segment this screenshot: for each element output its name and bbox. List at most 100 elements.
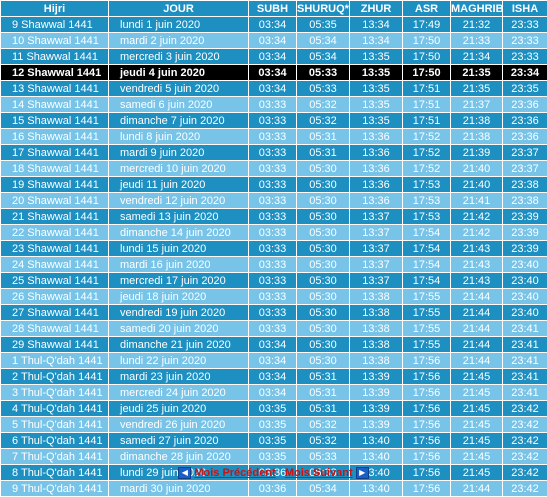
maghrib-time-cell: 21:38 (451, 129, 503, 145)
hijri-date-cell: 16 Shawwal 1441 (1, 129, 109, 145)
subh-time-cell: 03:33 (249, 321, 297, 337)
subh-time-cell: 03:33 (249, 97, 297, 113)
asr-time-cell: 17:51 (403, 81, 451, 97)
header-row: Hijri JOUR SUBH SHURUQ* ZHUR ASR MAGHRIB… (1, 1, 547, 17)
zhur-time-cell: 13:38 (350, 321, 403, 337)
header-hijri: Hijri (1, 1, 109, 17)
asr-time-cell: 17:56 (403, 449, 451, 465)
zhur-time-cell: 13:38 (350, 337, 403, 353)
shuruq-time-cell: 05:30 (297, 305, 350, 321)
header-asr: ASR (403, 1, 451, 17)
zhur-time-cell: 13:35 (350, 113, 403, 129)
hijri-date-cell: 14 Shawwal 1441 (1, 97, 109, 113)
maghrib-time-cell: 21:38 (451, 113, 503, 129)
subh-time-cell: 03:34 (249, 337, 297, 353)
hijri-date-cell: 19 Shawwal 1441 (1, 177, 109, 193)
shuruq-time-cell: 05:31 (297, 145, 350, 161)
gregorian-date-cell: mercredi 3 juin 2020 (109, 49, 249, 65)
asr-time-cell: 17:56 (403, 481, 451, 497)
subh-time-cell: 03:33 (249, 273, 297, 289)
zhur-time-cell: 13:35 (350, 65, 403, 81)
isha-time-cell: 23:41 (503, 337, 547, 353)
asr-time-cell: 17:50 (403, 33, 451, 49)
subh-time-cell: 03:34 (249, 33, 297, 49)
subh-time-cell: 03:34 (249, 65, 297, 81)
zhur-time-cell: 13:37 (350, 225, 403, 241)
maghrib-time-cell: 21:35 (451, 65, 503, 81)
isha-time-cell: 23:40 (503, 305, 547, 321)
asr-time-cell: 17:56 (403, 385, 451, 401)
maghrib-time-cell: 21:44 (451, 305, 503, 321)
gregorian-date-cell: mardi 30 juin 2020 (109, 481, 249, 497)
asr-time-cell: 17:56 (403, 401, 451, 417)
isha-time-cell: 23:36 (503, 129, 547, 145)
arrow-right-icon[interactable]: ▶ (356, 467, 369, 479)
subh-time-cell: 03:33 (249, 129, 297, 145)
hijri-date-cell: 13 Shawwal 1441 (1, 81, 109, 97)
zhur-time-cell: 13:40 (350, 449, 403, 465)
previous-month-link[interactable]: Mois Précédent (194, 467, 275, 479)
zhur-time-cell: 13:39 (350, 401, 403, 417)
shuruq-time-cell: 05:30 (297, 177, 350, 193)
arrow-left-icon[interactable]: ◀ (178, 467, 191, 479)
hijri-date-cell: 27 Shawwal 1441 (1, 305, 109, 321)
asr-time-cell: 17:56 (403, 417, 451, 433)
isha-time-cell: 23:35 (503, 81, 547, 97)
zhur-time-cell: 13:36 (350, 129, 403, 145)
shuruq-time-cell: 05:34 (297, 49, 350, 65)
zhur-time-cell: 13:34 (350, 33, 403, 49)
next-month-link[interactable]: Mois Suivant (285, 467, 353, 479)
gregorian-date-cell: jeudi 11 juin 2020 (109, 177, 249, 193)
gregorian-date-cell: vendredi 26 juin 2020 (109, 417, 249, 433)
zhur-time-cell: 13:40 (350, 433, 403, 449)
hijri-date-cell: 2 Thul-Q'dah 1441 (1, 369, 109, 385)
maghrib-time-cell: 21:35 (451, 81, 503, 97)
subh-time-cell: 03:35 (249, 401, 297, 417)
header-jour: JOUR (109, 1, 249, 17)
asr-time-cell: 17:56 (403, 369, 451, 385)
maghrib-time-cell: 21:33 (451, 33, 503, 49)
maghrib-time-cell: 21:34 (451, 49, 503, 65)
zhur-time-cell: 13:37 (350, 209, 403, 225)
zhur-time-cell: 13:37 (350, 241, 403, 257)
gregorian-date-cell: vendredi 5 juin 2020 (109, 81, 249, 97)
subh-time-cell: 03:34 (249, 385, 297, 401)
asr-time-cell: 17:55 (403, 337, 451, 353)
asr-time-cell: 17:55 (403, 289, 451, 305)
zhur-time-cell: 13:37 (350, 273, 403, 289)
subh-time-cell: 03:33 (249, 289, 297, 305)
asr-time-cell: 17:52 (403, 145, 451, 161)
maghrib-time-cell: 21:40 (451, 177, 503, 193)
asr-time-cell: 17:55 (403, 305, 451, 321)
subh-time-cell: 03:33 (249, 305, 297, 321)
zhur-time-cell: 13:34 (350, 17, 403, 33)
asr-time-cell: 17:54 (403, 241, 451, 257)
hijri-date-cell: 4 Thul-Q'dah 1441 (1, 401, 109, 417)
shuruq-time-cell: 05:35 (297, 17, 350, 33)
subh-time-cell: 03:34 (249, 49, 297, 65)
isha-time-cell: 23:42 (503, 481, 547, 497)
gregorian-date-cell: lundi 22 juin 2020 (109, 353, 249, 369)
gregorian-date-cell: mardi 23 juin 2020 (109, 369, 249, 385)
isha-time-cell: 23:40 (503, 273, 547, 289)
shuruq-time-cell: 05:31 (297, 385, 350, 401)
hijri-date-cell: 22 Shawwal 1441 (1, 225, 109, 241)
zhur-time-cell: 13:37 (350, 257, 403, 273)
hijri-date-cell: 26 Shawwal 1441 (1, 289, 109, 305)
shuruq-time-cell: 05:30 (297, 337, 350, 353)
subh-time-cell: 03:34 (249, 369, 297, 385)
gregorian-date-cell: dimanche 21 juin 2020 (109, 337, 249, 353)
maghrib-time-cell: 21:43 (451, 257, 503, 273)
asr-time-cell: 17:51 (403, 113, 451, 129)
shuruq-time-cell: 05:33 (297, 65, 350, 81)
gregorian-date-cell: vendredi 12 juin 2020 (109, 193, 249, 209)
shuruq-time-cell: 05:33 (297, 81, 350, 97)
isha-time-cell: 23:41 (503, 369, 547, 385)
gregorian-date-cell: samedi 27 juin 2020 (109, 433, 249, 449)
shuruq-time-cell: 05:31 (297, 369, 350, 385)
